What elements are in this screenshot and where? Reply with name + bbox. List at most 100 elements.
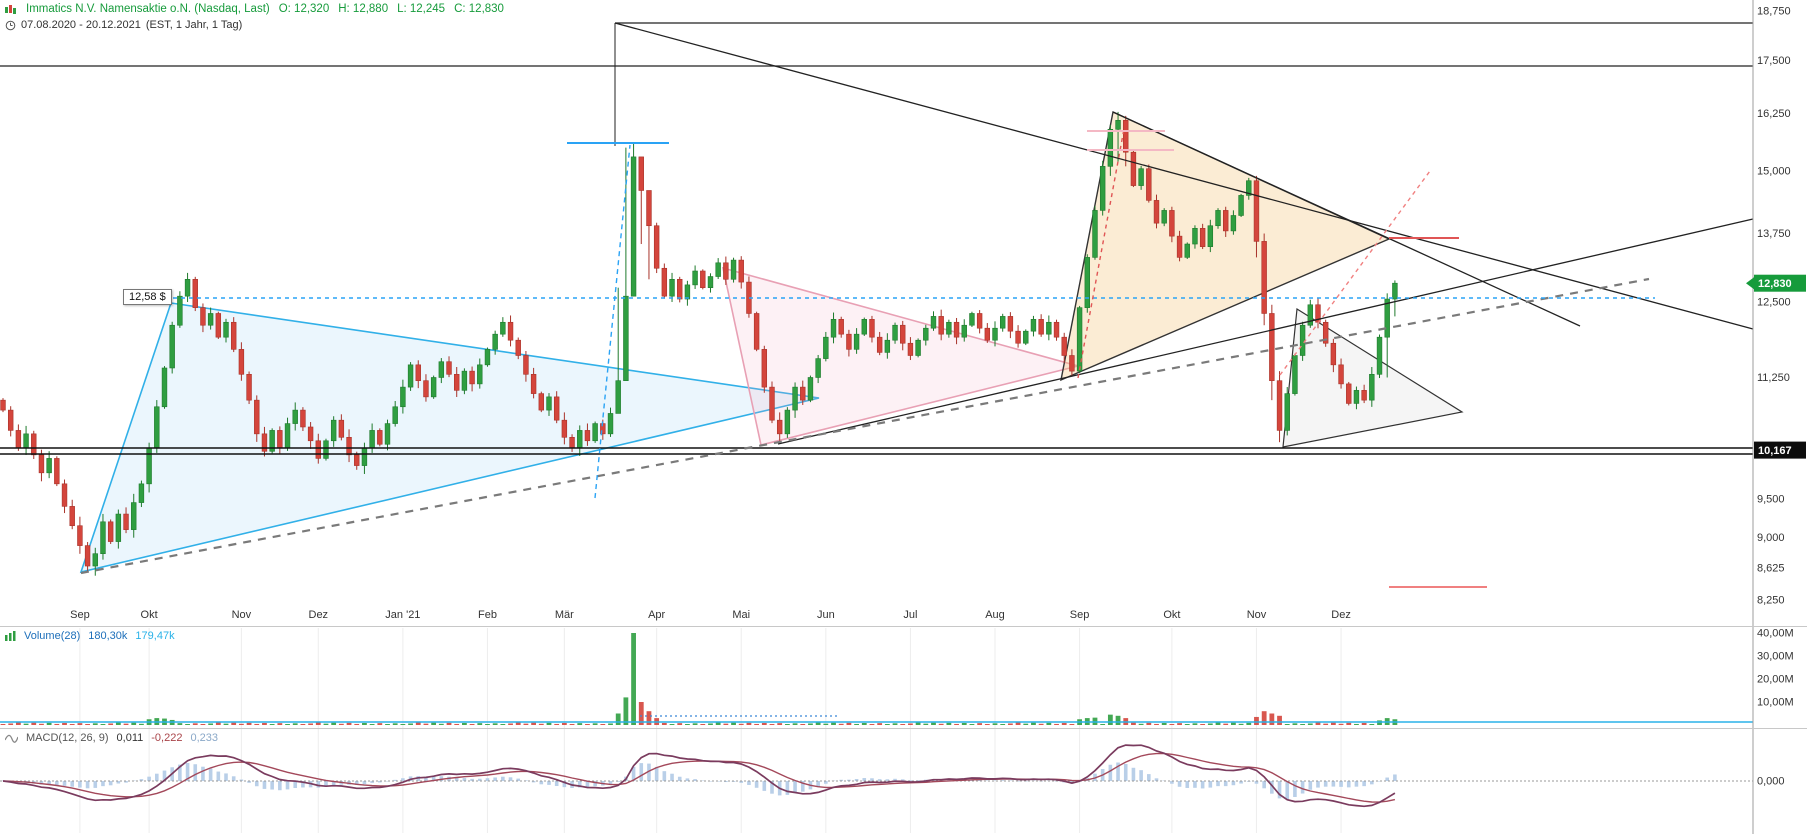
volume-bar[interactable]	[100, 724, 106, 725]
volume-bar[interactable]	[1069, 724, 1075, 725]
candle-body[interactable]	[523, 355, 529, 375]
volume-bar[interactable]	[1169, 724, 1175, 725]
candle-body[interactable]	[423, 380, 429, 398]
volume-bar[interactable]	[1015, 722, 1021, 725]
volume-bar[interactable]	[231, 722, 237, 725]
candle-body[interactable]	[346, 437, 352, 456]
candle-body[interactable]	[1246, 180, 1252, 196]
candle-body[interactable]	[946, 321, 952, 335]
candle-body[interactable]	[976, 313, 983, 329]
volume-bar[interactable]	[54, 723, 60, 725]
volume-bar[interactable]	[385, 724, 390, 725]
volume-bar[interactable]	[192, 723, 198, 725]
volume-bar[interactable]	[392, 723, 398, 725]
volume-bar[interactable]	[1107, 714, 1113, 725]
volume-bar[interactable]	[200, 724, 206, 725]
volume-bar[interactable]	[1154, 723, 1159, 725]
volume-bar[interactable]	[1330, 722, 1336, 725]
volume-bar[interactable]	[792, 723, 798, 725]
volume-bar[interactable]	[846, 722, 852, 725]
volume-bar[interactable]	[254, 723, 260, 725]
volume-bar[interactable]	[877, 723, 883, 725]
volume-bar[interactable]	[238, 723, 244, 725]
candle-body[interactable]	[692, 270, 698, 286]
candle-body[interactable]	[938, 316, 944, 335]
candle-body[interactable]	[638, 156, 644, 191]
candle-body[interactable]	[177, 295, 183, 326]
candle-body[interactable]	[1076, 307, 1083, 372]
volume-bar[interactable]	[177, 723, 183, 725]
candle-body[interactable]	[623, 295, 629, 381]
volume-bar[interactable]	[692, 723, 698, 725]
ascending-trendline-long[interactable]	[777, 218, 1754, 445]
red-dashed-dec-rally[interactable]	[1279, 170, 1431, 376]
candle-body[interactable]	[46, 458, 52, 474]
candle-body[interactable]	[1084, 257, 1090, 308]
candle-body[interactable]	[84, 545, 91, 567]
candle-body[interactable]	[900, 324, 906, 344]
macd-line[interactable]	[2, 744, 1396, 808]
candle-body[interactable]	[984, 327, 991, 341]
volume-bar[interactable]	[77, 723, 83, 725]
candle-body[interactable]	[761, 349, 768, 388]
candle-body[interactable]	[31, 433, 37, 456]
volume-bar[interactable]	[669, 724, 675, 725]
candle-body[interactable]	[492, 333, 498, 350]
descending-trendline-long[interactable]	[614, 22, 1754, 330]
candle-body[interactable]	[1353, 390, 1360, 404]
volume-bar[interactable]	[715, 722, 721, 725]
candle-body[interactable]	[784, 409, 791, 435]
candle-body[interactable]	[869, 319, 875, 338]
red-dashed-sep-rally[interactable]	[1077, 128, 1125, 379]
volume-bar[interactable]	[500, 724, 506, 725]
candle-body[interactable]	[1284, 393, 1290, 431]
price-level-label[interactable]: 12,58 $	[123, 289, 172, 305]
candle-body[interactable]	[707, 276, 714, 288]
price-axis-labels[interactable]: 18,750 17,500 16,250 15,000 13,750 12,500 11,2…	[1757, 6, 1794, 788]
volume-bar[interactable]	[723, 723, 729, 725]
volume-bar[interactable]	[1338, 723, 1344, 725]
candle-body[interactable]	[653, 225, 660, 269]
candle-body[interactable]	[1322, 321, 1329, 344]
candle-body[interactable]	[330, 419, 337, 442]
volume-bar[interactable]	[69, 724, 75, 725]
candle-body[interactable]	[1115, 120, 1121, 130]
candle-body[interactable]	[969, 313, 975, 326]
volume-bar[interactable]	[1007, 723, 1013, 725]
volume-bar[interactable]	[1246, 722, 1252, 725]
volume-bar[interactable]	[769, 724, 775, 725]
volume-bar[interactable]	[1284, 724, 1290, 725]
candle-body[interactable]	[853, 333, 860, 350]
volume-bar[interactable]	[969, 724, 975, 725]
candle-body[interactable]	[7, 409, 14, 431]
candle-body[interactable]	[415, 364, 421, 381]
volume-bar[interactable]	[808, 723, 813, 725]
candle-body[interactable]	[1384, 298, 1390, 338]
candle-body[interactable]	[715, 262, 721, 277]
volume-bar[interactable]	[131, 722, 137, 725]
volume-bar[interactable]	[685, 724, 690, 725]
volume-bar[interactable]	[1200, 724, 1206, 725]
candle-body[interactable]	[846, 333, 852, 350]
volume-bar[interactable]	[631, 633, 636, 725]
candle-body[interactable]	[100, 521, 106, 554]
candle-body[interactable]	[277, 430, 283, 449]
candle-body[interactable]	[700, 270, 706, 288]
volume-bar[interactable]	[0, 724, 6, 725]
volume-bar[interactable]	[438, 723, 444, 725]
volume-bar[interactable]	[1269, 713, 1275, 726]
candle-body[interactable]	[1199, 228, 1206, 247]
time-axis[interactable]: Sep Okt Nov Dez Jan '21 Feb Mär Apr Mai Jun Jul Aug…	[70, 609, 1351, 621]
candle-body[interactable]	[1169, 210, 1175, 237]
candle-body[interactable]	[569, 437, 575, 449]
candle-body[interactable]	[469, 370, 475, 385]
candle-body[interactable]	[646, 190, 652, 227]
candle-body[interactable]	[131, 502, 137, 530]
volume-bar[interactable]	[615, 713, 621, 726]
volume-bar[interactable]	[338, 723, 344, 725]
candle-body[interactable]	[907, 342, 914, 356]
volume-bar[interactable]	[592, 723, 598, 725]
volume-bar[interactable]	[677, 723, 683, 725]
candle-body[interactable]	[1215, 210, 1221, 227]
